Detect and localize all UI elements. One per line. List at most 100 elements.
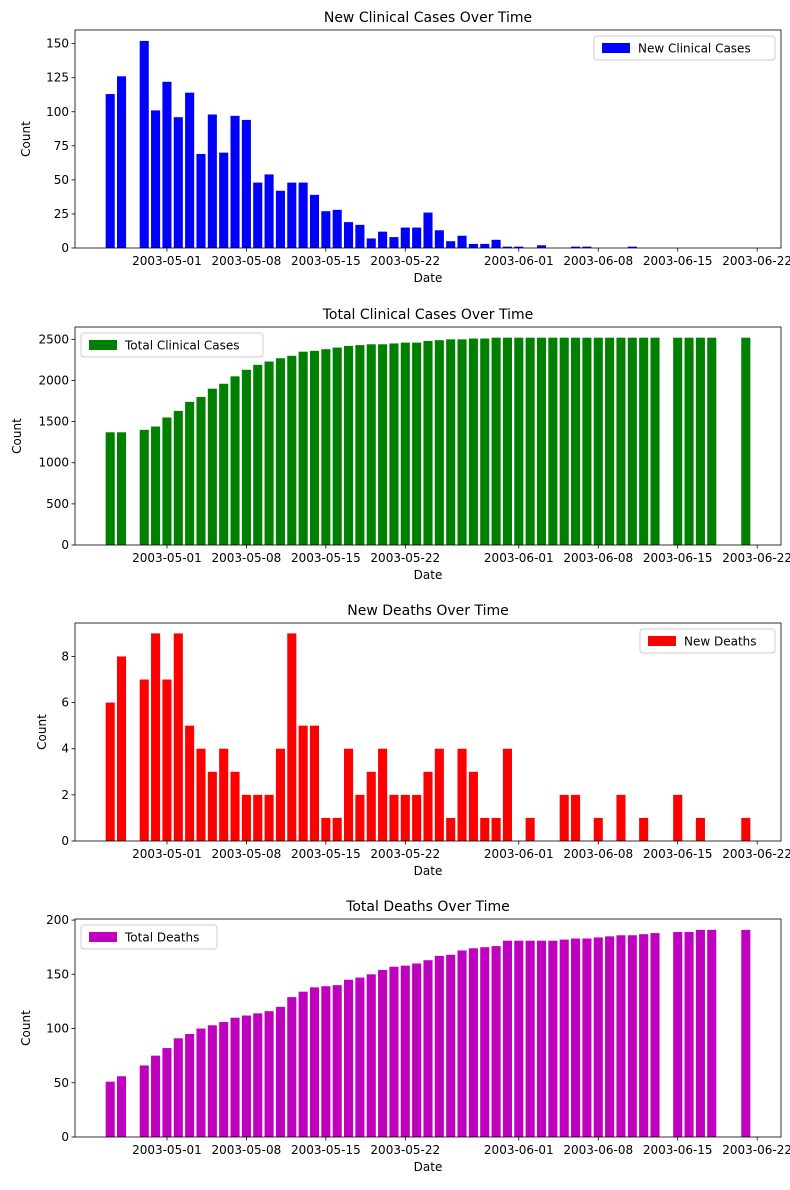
bar <box>173 633 183 841</box>
bar <box>253 794 263 841</box>
bar <box>457 748 467 841</box>
chart-title: New Clinical Cases Over Time <box>324 10 532 26</box>
bar <box>253 1013 263 1137</box>
x-tick-label: 2003-05-15 <box>291 551 361 565</box>
bar <box>502 940 512 1137</box>
x-tick-label: 2003-06-15 <box>643 1143 713 1157</box>
bar <box>139 679 149 841</box>
bar <box>219 748 229 841</box>
bar <box>151 1055 161 1137</box>
bar <box>230 1017 240 1137</box>
bar <box>332 817 342 841</box>
bar <box>298 351 308 545</box>
bar <box>559 337 569 545</box>
bar <box>548 940 558 1137</box>
bar <box>151 110 161 248</box>
y-axis-label: Count <box>35 714 49 750</box>
y-tick-label: 2 <box>61 788 69 802</box>
legend: New Deaths <box>639 628 776 654</box>
bar <box>253 182 263 248</box>
x-tick-label: 2003-06-22 <box>722 847 790 861</box>
x-tick-label: 2003-05-15 <box>291 847 361 861</box>
x-tick-label: 2003-05-08 <box>212 551 282 565</box>
bar <box>559 794 569 841</box>
x-tick-label: 2003-06-22 <box>722 1143 790 1157</box>
bar <box>627 246 637 248</box>
y-axis-label: Count <box>19 1010 33 1046</box>
legend-swatch <box>89 340 117 350</box>
bar <box>389 343 399 545</box>
y-tick-label: 6 <box>61 696 69 710</box>
bar <box>355 224 365 248</box>
bar <box>321 817 331 841</box>
bar <box>275 748 285 841</box>
y-tick-label: 125 <box>46 71 69 85</box>
bar <box>298 182 308 248</box>
bar <box>593 937 603 1137</box>
bar <box>253 364 263 545</box>
y-tick-label: 200 <box>46 913 69 927</box>
bar <box>344 748 354 841</box>
bar <box>389 237 399 248</box>
y-tick-label: 1500 <box>38 415 69 429</box>
x-tick-label: 2003-05-01 <box>132 551 202 565</box>
bar <box>616 337 626 545</box>
bar <box>684 932 694 1137</box>
bar <box>275 358 285 545</box>
bar <box>355 794 365 841</box>
bar <box>502 748 512 841</box>
bar <box>446 339 456 545</box>
y-tick-label: 2000 <box>38 373 69 387</box>
legend-label: Total Clinical Cases <box>124 339 240 353</box>
bar <box>196 153 206 248</box>
bar <box>695 337 705 545</box>
bar <box>627 935 637 1137</box>
x-tick-label: 2003-06-15 <box>643 551 713 565</box>
chart-panel-1: 0 25 50 75 100 125 150 2003-05-01 2003-05-08 2003… <box>19 10 790 285</box>
bar <box>400 965 410 1137</box>
x-axis-label: Date <box>414 1160 443 1174</box>
bar <box>173 1038 183 1137</box>
y-tick-label: 0 <box>61 834 69 848</box>
bar <box>117 1076 127 1137</box>
bar <box>105 1081 115 1137</box>
bar <box>423 212 433 248</box>
bar <box>412 963 422 1137</box>
axes-frame <box>74 29 782 249</box>
bar <box>287 997 297 1137</box>
bar <box>514 940 524 1137</box>
bar <box>707 929 717 1137</box>
bar <box>514 337 524 545</box>
bar <box>309 987 320 1137</box>
bar <box>423 771 433 841</box>
bar <box>468 948 478 1137</box>
bar <box>468 771 478 841</box>
y-tick-label: 8 <box>61 649 69 663</box>
bar <box>321 349 331 545</box>
chart-title: Total Clinical Cases Over Time <box>322 307 533 323</box>
bar <box>468 243 478 248</box>
bar <box>117 656 127 841</box>
x-tick-label: 2003-06-01 <box>484 254 554 268</box>
bar <box>525 337 535 545</box>
bar <box>707 337 717 545</box>
bar <box>185 725 195 841</box>
legend-box <box>80 332 264 358</box>
bar <box>639 817 649 841</box>
bar <box>673 337 683 545</box>
x-tick-label: 2003-05-22 <box>370 551 440 565</box>
bar <box>366 344 376 545</box>
bar <box>480 243 490 248</box>
bar <box>446 954 456 1137</box>
bar <box>400 794 410 841</box>
bar <box>741 929 751 1137</box>
bar <box>219 383 229 545</box>
bar <box>378 969 388 1137</box>
axes-frame <box>74 918 782 1138</box>
bar <box>173 117 183 248</box>
bar <box>695 929 705 1137</box>
y-tick-label: 50 <box>54 1076 69 1090</box>
bar <box>593 337 603 545</box>
bar <box>344 222 354 248</box>
